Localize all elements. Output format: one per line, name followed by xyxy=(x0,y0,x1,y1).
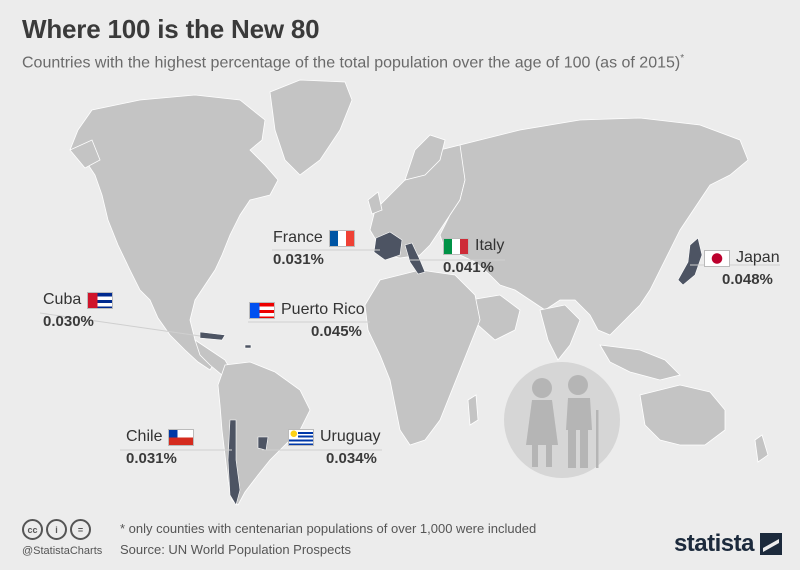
country-name: Cuba xyxy=(43,291,82,308)
puerto-rico-shape xyxy=(244,344,252,349)
country-name: Puerto Rico xyxy=(281,301,365,318)
africa-shape xyxy=(364,269,481,446)
page-title: Where 100 is the New 80 xyxy=(22,14,320,44)
label-italy: Italy 0.041% xyxy=(443,237,504,276)
license-icons: cc i = xyxy=(22,519,91,540)
france-flag-icon xyxy=(328,229,355,247)
chile-flag-icon xyxy=(168,428,195,446)
uruguay-flag-icon xyxy=(288,428,314,446)
new-zealand-shape xyxy=(754,434,769,463)
label-chile: Chile 0.031% xyxy=(126,428,195,467)
alaska-shape xyxy=(69,139,101,169)
country-name: Japan xyxy=(736,249,780,266)
country-value: 0.045% xyxy=(311,323,362,340)
madagascar-shape xyxy=(467,394,479,426)
cc-icon: cc xyxy=(22,519,43,540)
country-name: Uruguay xyxy=(320,428,381,445)
greenland-shape xyxy=(269,79,353,176)
subtitle-footnote-mark: * xyxy=(680,53,685,64)
japan-flag-icon xyxy=(704,249,730,267)
source-note: Source: UN World Population Prospects xyxy=(120,542,351,557)
puerto-rico-flag-icon xyxy=(249,301,275,319)
label-japan: Japan 0.048% xyxy=(704,249,780,288)
label-uruguay: Uruguay 0.034% xyxy=(288,428,380,467)
country-value: 0.041% xyxy=(443,259,494,276)
statista-logo-icon xyxy=(760,533,782,555)
cuba-leader xyxy=(39,312,201,337)
statista-handle: @StatistaCharts xyxy=(22,545,103,557)
chile-shape xyxy=(227,419,241,506)
subtitle-text: Countries with the highest percentage of… xyxy=(22,54,681,72)
cuba-flag-icon xyxy=(87,291,114,309)
uruguay-shape xyxy=(257,436,269,451)
italy-shape xyxy=(404,242,426,275)
country-name: Chile xyxy=(126,428,163,445)
country-value: 0.048% xyxy=(722,271,773,288)
elderly-couple-icon xyxy=(504,362,620,478)
country-value: 0.034% xyxy=(326,450,377,467)
statista-logo: statista xyxy=(674,530,782,558)
page-subtitle: Countries with the highest percentage of… xyxy=(22,53,684,72)
uk-shape xyxy=(367,191,383,215)
india-shape xyxy=(539,304,581,361)
footnote: * only counties with centenarian populat… xyxy=(120,521,537,536)
south-america-shape xyxy=(217,361,311,506)
france-shape xyxy=(373,231,403,261)
australia-shape xyxy=(639,384,726,446)
country-value: 0.031% xyxy=(126,450,177,467)
japan-shape xyxy=(677,237,703,286)
label-puerto-rico: Puerto Rico 0.045% xyxy=(249,301,365,340)
country-value: 0.030% xyxy=(43,313,94,330)
label-cuba: Cuba 0.030% xyxy=(43,291,114,330)
scandinavia-shape xyxy=(404,134,446,181)
italy-flag-icon xyxy=(443,237,469,255)
by-icon: i xyxy=(46,519,67,540)
label-france: France 0.031% xyxy=(273,229,355,268)
country-value: 0.031% xyxy=(273,251,324,268)
southeast-asia-shape xyxy=(599,344,681,381)
country-name: France xyxy=(273,229,323,246)
cuba-shape xyxy=(199,331,226,341)
nd-icon: = xyxy=(70,519,91,540)
brand-wordmark: statista xyxy=(673,530,755,557)
country-name: Italy xyxy=(475,237,505,254)
